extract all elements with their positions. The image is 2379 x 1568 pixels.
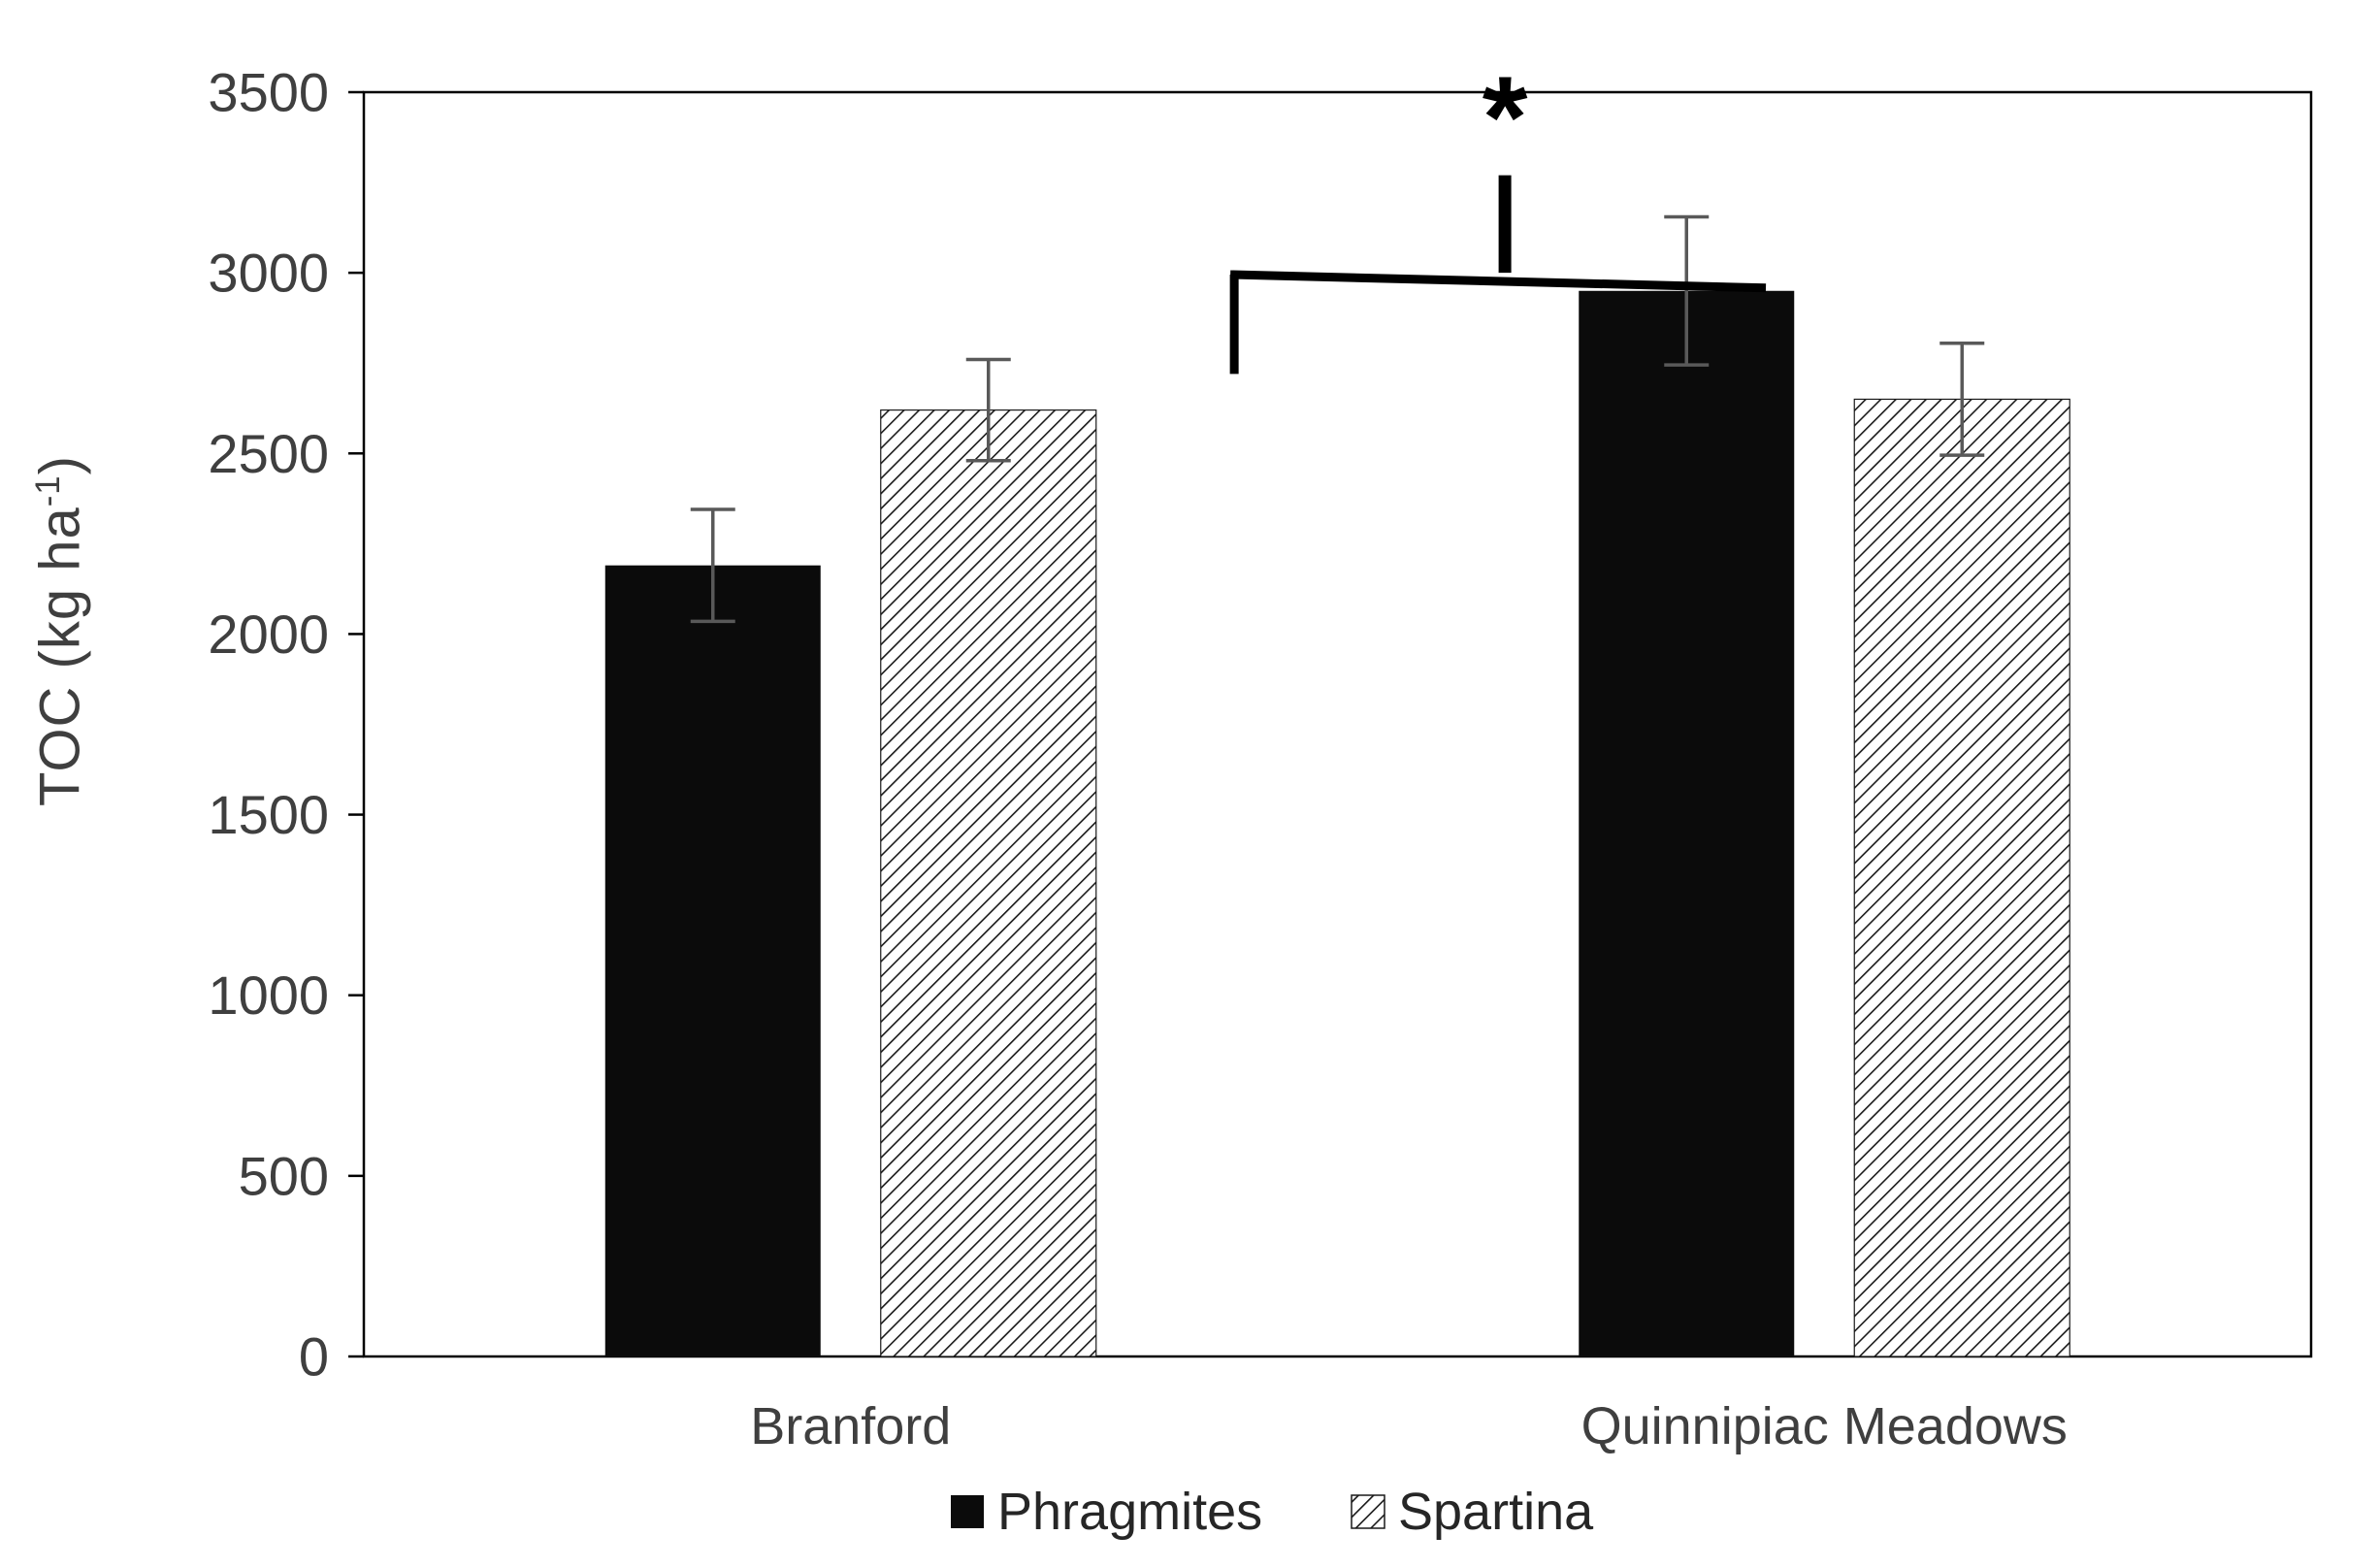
y-tick-label-1000: 1000: [208, 964, 329, 1026]
y-axis-title-text: TOC (kg ha: [28, 506, 92, 806]
significance-bracket: *: [1229, 52, 1767, 375]
legend-label-phragmites: Phragmites: [997, 1483, 1262, 1541]
plot-area-border: [362, 90, 2313, 1358]
y-tick-label-0: 0: [299, 1326, 329, 1388]
error-bar-branford-phragmites: [690, 507, 735, 624]
y-tick-label-1500: 1500: [208, 784, 329, 845]
y-tick-label-3000: 3000: [208, 243, 329, 304]
y-axis-title-superscript: -1: [29, 474, 68, 507]
y-axis-title-suffix: ): [28, 455, 92, 475]
bar-quinnipiac-meadows-spartina: [1853, 398, 2070, 1357]
bar-branford-phragmites: [604, 565, 821, 1356]
error-bar-quinnipiac-meadows-phragmites: [1664, 214, 1710, 367]
y-tick-label-2500: 2500: [208, 423, 329, 484]
x-category-label-quinnipiac-meadows: Quinnipiac Meadows: [1581, 1397, 2068, 1455]
y-tick-label-2000: 2000: [208, 604, 329, 665]
legend-marker-spartina: [1351, 1494, 1385, 1529]
x-category-label-branford: Branford: [750, 1397, 951, 1455]
legend: Phragmites Spartina: [951, 1483, 1594, 1541]
error-bar-quinnipiac-meadows-spartina: [1939, 341, 1985, 457]
error-bar-branford-spartina: [965, 357, 1011, 463]
legend-marker-phragmites: [951, 1495, 984, 1528]
y-tick-label-3500: 3500: [208, 62, 329, 123]
y-axis-title: TOC (kg ha-1): [28, 455, 93, 806]
significance-bracket-line: [1230, 270, 1767, 293]
significance-asterisk: *: [1483, 52, 1528, 182]
y-tick-label-500: 500: [239, 1145, 329, 1206]
legend-label-spartina: Spartina: [1398, 1483, 1594, 1541]
bar-branford-spartina: [880, 409, 1097, 1357]
bar-quinnipiac-meadows-phragmites: [1579, 290, 1795, 1357]
